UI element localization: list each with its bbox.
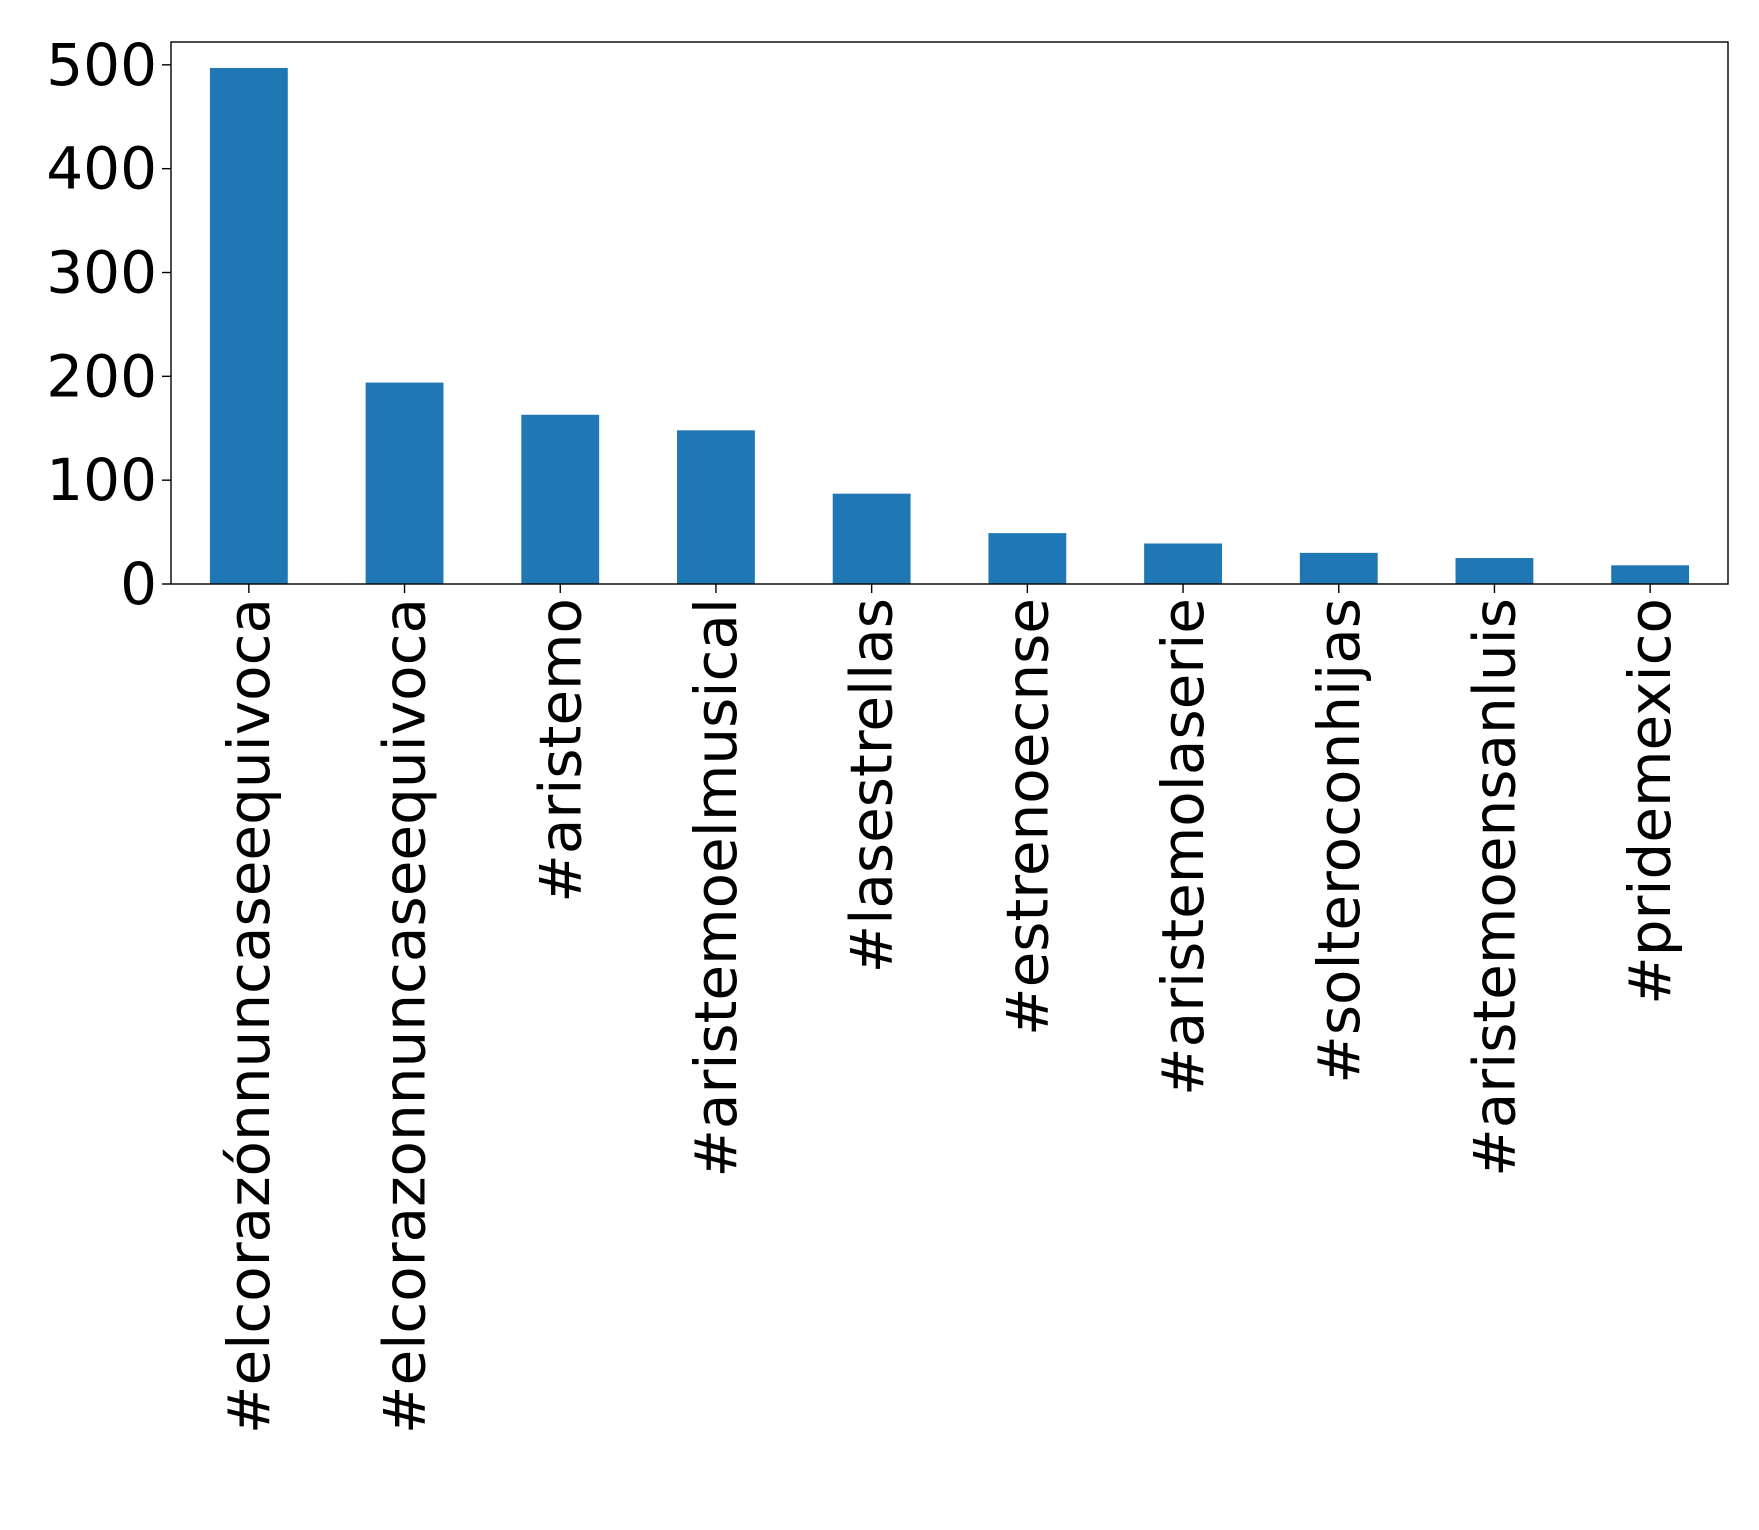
bar-6 xyxy=(988,533,1067,584)
x-tick-label: #lasestrellas xyxy=(838,598,906,973)
bar-9 xyxy=(1455,558,1534,584)
y-tick-label: 500 xyxy=(46,31,157,99)
x-tick-label: #estrenoecnse xyxy=(993,598,1061,1036)
x-tick-label: #pridemexico xyxy=(1616,598,1684,1005)
y-tick-label: 100 xyxy=(46,446,157,514)
x-tick-label: #aristemoelmusical xyxy=(682,598,750,1178)
y-tick-label: 200 xyxy=(46,342,157,410)
x-tick-label: #elcorazonnuncaseequivoca xyxy=(371,598,439,1434)
bar-1 xyxy=(209,67,288,584)
y-tick-label: 0 xyxy=(120,550,157,618)
x-axis: #elcorazónnuncaseequivoca #elcorazonnunca… xyxy=(215,584,1684,1434)
x-tick-label: #elcorazónnuncaseequivoca xyxy=(215,598,283,1434)
y-tick-label: 400 xyxy=(46,135,157,203)
bar-7 xyxy=(1144,543,1222,584)
y-tick-label: 300 xyxy=(46,239,157,307)
bar-8 xyxy=(1299,552,1378,584)
y-axis: 0 100 200 300 400 500 xyxy=(46,31,171,618)
bars-group xyxy=(209,67,1690,584)
bar-2 xyxy=(365,382,444,584)
x-tick-label: #aristemoensanluis xyxy=(1460,598,1528,1177)
bar-4 xyxy=(677,430,755,584)
x-tick-label: #aristemolaserie xyxy=(1149,598,1217,1096)
x-tick-label: #aristemo xyxy=(526,598,594,903)
bar-10 xyxy=(1611,565,1690,584)
bar-5 xyxy=(832,493,911,584)
bar-3 xyxy=(521,414,600,584)
x-tick-label: #solteroconhijas xyxy=(1305,598,1373,1084)
plot-frame xyxy=(170,41,1729,585)
